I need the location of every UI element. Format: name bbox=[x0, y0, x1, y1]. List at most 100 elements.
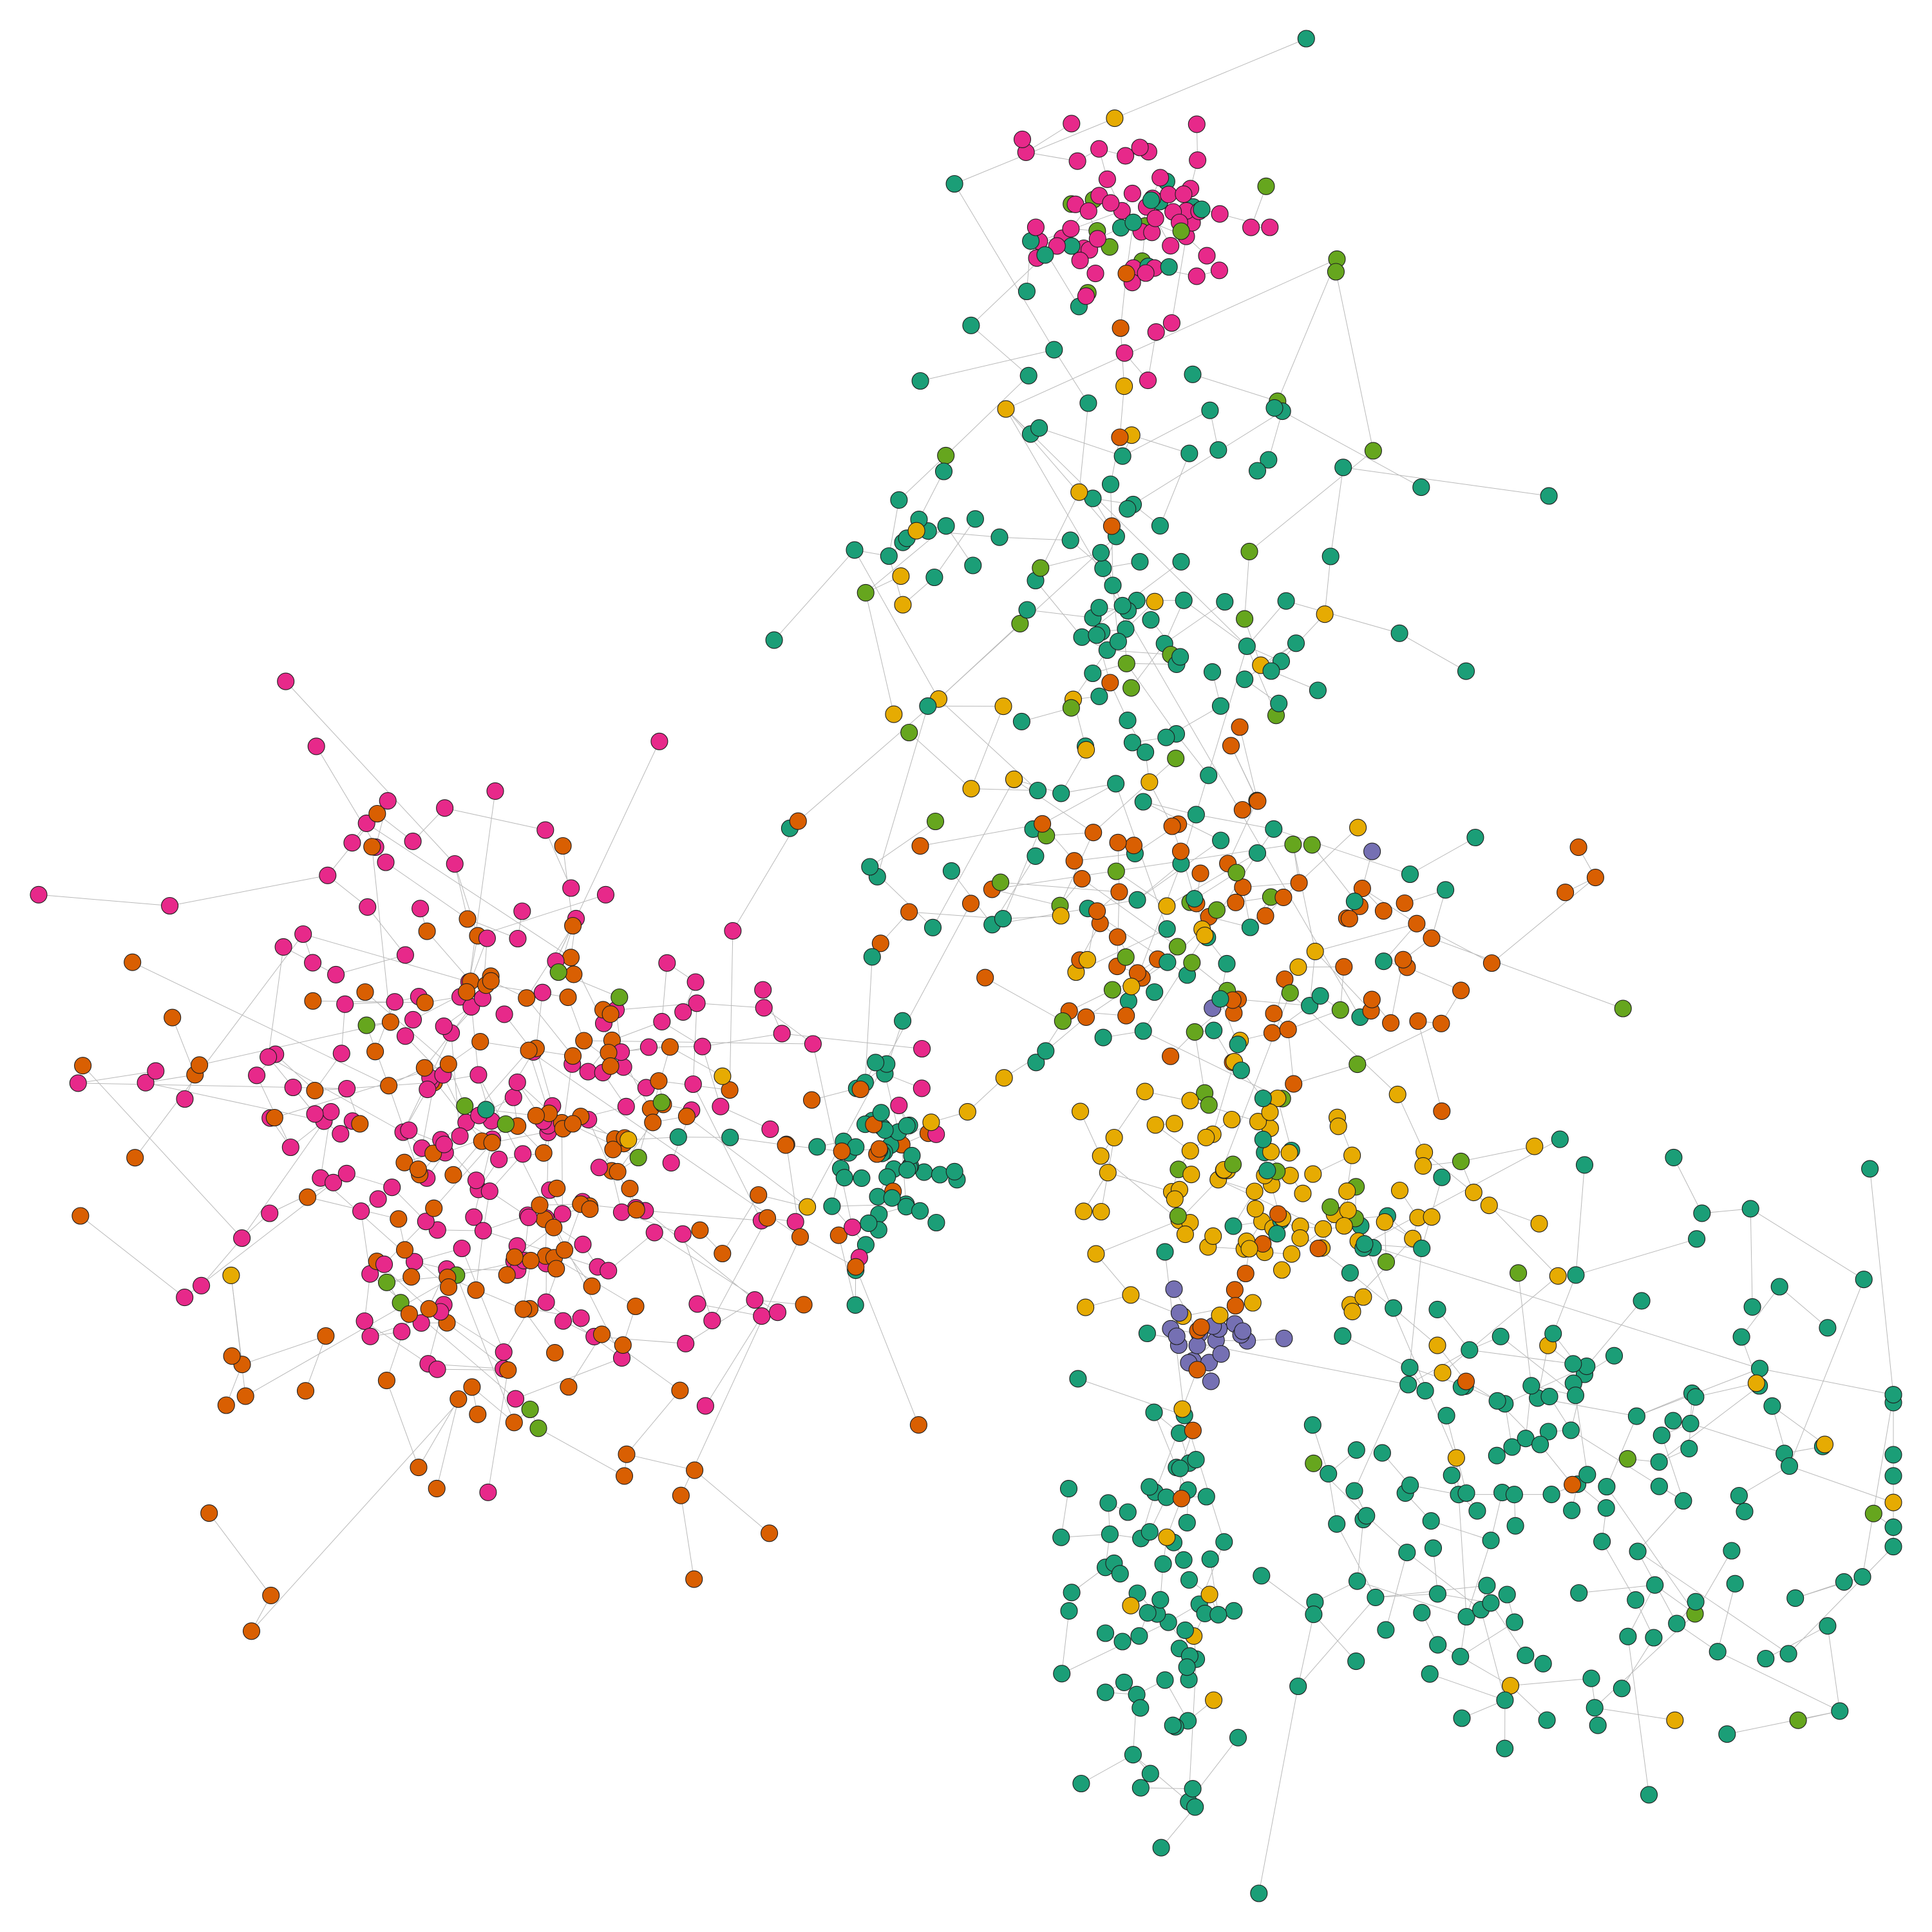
graph-node-gold bbox=[1122, 1287, 1139, 1303]
graph-node-orange bbox=[397, 1242, 413, 1258]
graph-node-olive bbox=[379, 1274, 395, 1291]
graph-node-pink bbox=[1091, 140, 1108, 157]
graph-edge bbox=[427, 931, 471, 981]
graph-node-teal bbox=[1434, 1169, 1450, 1186]
graph-node-olive bbox=[1332, 1001, 1349, 1018]
graph-node-pink bbox=[491, 1151, 507, 1168]
graph-node-teal bbox=[853, 1170, 870, 1186]
graph-node-gold bbox=[1146, 593, 1163, 610]
graph-node-pink bbox=[675, 1003, 692, 1020]
graph-node-teal bbox=[1598, 1479, 1615, 1495]
graph-edge bbox=[602, 1334, 680, 1390]
graph-node-pink bbox=[509, 1074, 526, 1091]
graph-node-orange bbox=[382, 1014, 399, 1030]
graph-node-pink bbox=[377, 854, 394, 871]
graph-node-pink bbox=[613, 1204, 630, 1220]
graph-edge bbox=[1456, 1458, 1466, 1617]
graph-node-teal bbox=[1402, 1477, 1419, 1493]
graph-node-teal bbox=[1488, 1447, 1505, 1464]
graph-node-teal bbox=[1200, 767, 1217, 784]
graph-node-gold bbox=[1549, 1267, 1566, 1284]
graph-node-teal bbox=[478, 1101, 495, 1118]
graph-edge bbox=[437, 1399, 459, 1489]
graph-edge bbox=[681, 1237, 800, 1496]
graph-node-orange bbox=[792, 1229, 809, 1245]
graph-node-pink bbox=[1147, 210, 1164, 227]
graph-node-pink bbox=[376, 1256, 393, 1273]
graph-edge bbox=[1750, 1209, 1864, 1280]
graph-node-orange bbox=[445, 1166, 462, 1183]
graph-node-teal bbox=[1132, 553, 1148, 570]
graph-node-gold bbox=[1283, 1245, 1300, 1262]
graph-node-teal bbox=[1238, 638, 1255, 655]
graph-node-pink bbox=[446, 856, 463, 873]
graph-node-pink bbox=[1148, 324, 1164, 341]
graph-node-teal bbox=[1358, 1508, 1375, 1524]
graph-node-olive bbox=[1285, 836, 1302, 853]
graph-node-gold bbox=[1344, 1147, 1361, 1164]
graph-node-orange bbox=[201, 1505, 218, 1522]
graph-node-olive bbox=[1790, 1712, 1806, 1728]
graph-node-gold bbox=[963, 781, 980, 797]
graph-node-teal bbox=[1073, 1776, 1090, 1792]
graph-node-orange bbox=[910, 1417, 927, 1434]
graph-edge bbox=[971, 789, 1038, 791]
graph-node-gold bbox=[1006, 771, 1023, 788]
graph-edge bbox=[782, 1034, 922, 1049]
graph-node-gold bbox=[1667, 1712, 1683, 1728]
graph-node-teal bbox=[1645, 1629, 1662, 1646]
graph-node-teal bbox=[1633, 1293, 1650, 1309]
graph-node-teal bbox=[1335, 459, 1352, 476]
graph-node-pink bbox=[674, 1226, 691, 1242]
graph-node-orange bbox=[1483, 955, 1500, 972]
graph-node-pink bbox=[176, 1289, 193, 1306]
graph-node-teal bbox=[1589, 1717, 1606, 1734]
graph-node-orange bbox=[421, 1300, 437, 1317]
graph-node-teal bbox=[1251, 1885, 1267, 1902]
graph-edge bbox=[372, 847, 391, 1022]
graph-node-gold bbox=[1137, 1083, 1153, 1100]
graph-node-pink bbox=[307, 1106, 323, 1122]
graph-edge bbox=[1470, 1350, 1573, 1364]
graph-edge bbox=[1143, 1031, 1282, 1099]
graph-edge bbox=[1519, 1273, 1531, 1386]
graph-node-purple bbox=[1166, 1281, 1182, 1298]
graph-node-teal bbox=[1430, 1636, 1446, 1653]
graph-edge bbox=[627, 1390, 680, 1454]
graph-node-orange bbox=[602, 1057, 619, 1074]
graph-edge bbox=[1293, 844, 1315, 951]
graph-node-olive bbox=[992, 874, 1009, 891]
graph-edge bbox=[80, 1216, 185, 1298]
graph-node-teal bbox=[1854, 1569, 1871, 1586]
graph-node-teal bbox=[1101, 1526, 1118, 1542]
graph-edge bbox=[1418, 1021, 1442, 1112]
graph-edge bbox=[774, 550, 855, 640]
graph-node-pink bbox=[574, 1236, 591, 1253]
graph-node-pink bbox=[437, 800, 453, 817]
graph-edge bbox=[242, 1336, 326, 1365]
graph-node-teal bbox=[1341, 1265, 1358, 1282]
graph-edge bbox=[1094, 759, 1176, 833]
graph-node-orange bbox=[243, 1623, 260, 1640]
graph-node-teal bbox=[1730, 1488, 1747, 1504]
graph-edge bbox=[909, 733, 971, 789]
graph-node-pink bbox=[1163, 315, 1180, 332]
graph-node-orange bbox=[1102, 674, 1119, 691]
graph-node-orange bbox=[582, 1201, 598, 1218]
graph-node-pink bbox=[412, 900, 429, 917]
graph-node-pink bbox=[1152, 169, 1169, 186]
graph-node-teal bbox=[1348, 1442, 1365, 1459]
graph-node-orange bbox=[645, 1114, 661, 1131]
graph-node-gold bbox=[1092, 1148, 1109, 1164]
graph-node-olive bbox=[1200, 1097, 1217, 1113]
graph-node-teal bbox=[1627, 1591, 1644, 1608]
graph-node-pink bbox=[1137, 265, 1154, 281]
graph-node-teal bbox=[1489, 1392, 1506, 1409]
graph-node-teal bbox=[1787, 1590, 1804, 1607]
graph-node-teal bbox=[1179, 1514, 1195, 1531]
graph-node-olive bbox=[1619, 1450, 1636, 1467]
graph-node-olive bbox=[1169, 938, 1186, 955]
graph-node-pink bbox=[1175, 186, 1192, 203]
graph-node-orange bbox=[305, 992, 321, 1009]
graph-node-teal bbox=[1184, 1781, 1201, 1797]
